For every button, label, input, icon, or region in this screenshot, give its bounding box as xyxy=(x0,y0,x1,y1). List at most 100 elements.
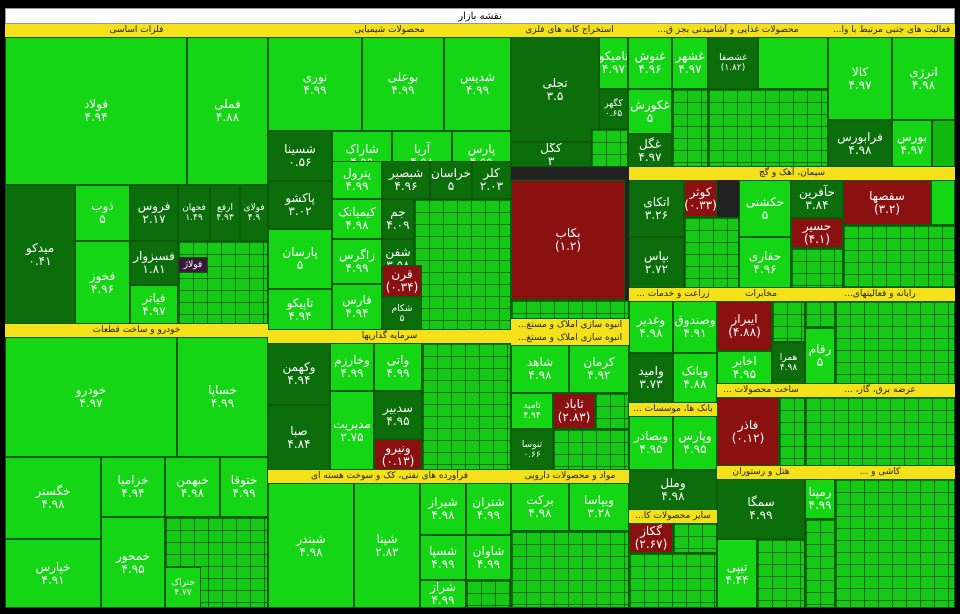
tile-grid-cement[interactable] xyxy=(684,217,739,288)
tile-modir[interactable]: مدیریت ۲.۷۵ xyxy=(330,391,374,470)
sector-telecom[interactable]: مخابرات ایبراز (۴.۸۸) اخابر ۴.۹۵ همرا ۴.۹۸ xyxy=(717,288,805,384)
sector-misc-bottom[interactable] xyxy=(629,608,955,614)
tile-sfaha[interactable]: سفصها (۳.۲) xyxy=(843,180,931,225)
tile-tajli[interactable]: تجلی ۳.۵ xyxy=(511,37,599,142)
tile-khodro[interactable]: خودرو ۴.۹۷ xyxy=(5,337,177,457)
tile-grid-rubber[interactable] xyxy=(629,553,717,608)
tile-grid-multi2[interactable] xyxy=(553,429,629,470)
tile-grid-ref[interactable] xyxy=(466,580,511,608)
tile-khsapa[interactable]: خساپا ۴.۹۹ xyxy=(177,337,268,457)
sector-tech[interactable]: رایانه و فعالیتهای... رقام ۵ xyxy=(805,288,955,384)
tile-semga[interactable]: سمگا ۴.۹۹ xyxy=(717,479,805,539)
tile-ghsh[interactable]: غشصفا (۱.۸۲) xyxy=(708,37,758,89)
tile-tapiko[interactable]: تاپیکو ۴.۹۴ xyxy=(268,289,332,330)
tile-reeta[interactable]: تیپی ۴.۴۴ xyxy=(717,539,757,608)
tile-vameed[interactable]: وامید ۳.۷۳ xyxy=(629,353,673,403)
tile-kvaz[interactable]: وملل ۴.۹۸ xyxy=(629,470,717,510)
tile-kgohar[interactable]: کگهر ۰.۶۵ xyxy=(599,89,628,129)
tile-hafarin[interactable]: حآفرین ۳.۸۴ xyxy=(791,180,843,218)
tile-ghadir[interactable]: وغدیر ۴.۹۸ xyxy=(629,301,673,353)
tile-grid-rubber2[interactable] xyxy=(673,523,717,553)
sector-bank[interactable]: زراعت و خدمات ... وغدیر ۴.۹۸ وصندوق ۴.۹۱ و… xyxy=(629,288,717,403)
tile-boors[interactable]: بورس ۴.۹۷ xyxy=(892,120,932,167)
sector-oil[interactable]: استخراج کانه های فلزی تجلی ۳.۵ تامیکو ۴.۹۷… xyxy=(511,24,628,167)
tile-ghshahr[interactable]: غشهر ۴.۹۷ xyxy=(672,37,708,89)
tile-grid-kashi2[interactable] xyxy=(805,519,835,608)
tile-shtran[interactable]: شتران ۴.۹۹ xyxy=(466,483,511,535)
tile-grid-food2[interactable] xyxy=(672,89,708,167)
tile-grid-metals[interactable] xyxy=(178,241,268,324)
tile-kgol[interactable]: کگل ۳ xyxy=(511,142,591,167)
sector-cement[interactable]: سیمان، آهک و گچ اتکای ۳.۲۶ کوثر (۰.۳۳) حکش… xyxy=(629,167,955,288)
tile-kimiatek[interactable]: کیمیاتک ۴.۹۸ xyxy=(332,199,382,239)
tile-enerji[interactable]: انرژی ۴.۹۸ xyxy=(892,37,955,120)
tile-kerman[interactable]: کرمان ۴.۹۲ xyxy=(569,345,629,393)
sector-multi2[interactable]: انبوه سازی املاک و مستغ... شاهد ۴.۹۸ کرما… xyxy=(511,332,629,470)
tile-boali[interactable]: بوعلی ۴.۹۹ xyxy=(362,37,444,131)
sector-multi[interactable]: انبوه سازی املاک و مستغ... بکاب (۱.۲) xyxy=(511,167,629,332)
tile-faraz[interactable]: فاذر (۰.۱۲) xyxy=(717,397,779,466)
tile-grid-food[interactable] xyxy=(708,89,828,167)
tile-grid-telecom[interactable] xyxy=(772,301,805,342)
tile-shsina[interactable]: شسینا ۰.۵۶ xyxy=(268,131,332,181)
tile-sandogh[interactable]: وصندوق ۴.۹۱ xyxy=(673,301,717,353)
tile-vnirou[interactable]: ونیرو (۰.۱۳) xyxy=(374,439,422,470)
tile-grid-hotel[interactable] xyxy=(757,539,805,608)
sector-food[interactable]: محصولات غذایی و آشامیدنی بجز ق... غنوش ۴.… xyxy=(628,24,828,167)
tile-vbsadr[interactable]: وبصادر ۴.۹۵ xyxy=(629,416,673,470)
tile-grid-elec[interactable] xyxy=(779,397,805,466)
tile-cement-edge[interactable] xyxy=(931,180,955,225)
tile-shraz[interactable]: شراز ۴.۹۹ xyxy=(420,580,466,608)
tile-kala[interactable]: کالا ۴.۹۷ xyxy=(828,37,892,120)
sector-kashi[interactable]: کاشی و ... رمپنا ۴.۹۹ xyxy=(805,466,955,608)
tile-grid-cement2[interactable] xyxy=(791,248,843,288)
tile-grid-pharma[interactable] xyxy=(511,531,629,608)
tile-ghnosh[interactable]: غنوش ۴.۹۶ xyxy=(628,37,672,89)
tile-ataki[interactable]: اتکای ۳.۲۶ xyxy=(629,180,684,237)
tile-grid-auto[interactable] xyxy=(165,517,268,608)
tile-petrol[interactable]: پترول ۴.۹۹ xyxy=(332,161,382,199)
tile-hesir[interactable]: حسیر (۴.۱) xyxy=(791,218,843,248)
sector-elec2[interactable]: عرضه برق، گاز، ... xyxy=(805,384,955,466)
tile-yakab[interactable]: بکاب (۱.۲) xyxy=(511,180,625,300)
tile-fars[interactable]: فارس ۴.۹۴ xyxy=(332,284,382,330)
tile-kosar[interactable]: کوثر (۰.۳۳) xyxy=(684,180,717,217)
tile-vghadir[interactable]: وکهمن ۴.۹۴ xyxy=(268,343,330,405)
tile-shiraz[interactable]: شیراز ۴.۹۸ xyxy=(420,483,466,535)
sector-elec[interactable]: ساخت محصولات ... فاذر (۰.۱۲) xyxy=(717,384,805,466)
tile-grid-oil[interactable] xyxy=(591,129,628,167)
tile-jam[interactable]: جم ۴.۰۹ xyxy=(382,199,414,239)
tile-foolaj[interactable]: فولاژ xyxy=(178,257,208,273)
tile-barket[interactable]: برکت ۴.۹۸ xyxy=(511,483,569,531)
tile-ghkorosh[interactable]: غکورش ۵ xyxy=(628,89,672,134)
tile-shdis[interactable]: شدیس ۴.۹۹ xyxy=(444,37,511,131)
tile-grid-elec2[interactable] xyxy=(805,397,955,466)
tile-tnoosa[interactable]: تنوسا ۰.۶۶ xyxy=(511,429,553,470)
tile-sadbir[interactable]: سدبیر ۴.۹۵ xyxy=(374,391,422,439)
tile-ghgol[interactable]: غگل ۴.۹۷ xyxy=(628,134,672,167)
tile-grid-multi[interactable] xyxy=(511,300,629,319)
tile-nouri[interactable]: نوری ۴.۹۹ xyxy=(268,37,362,131)
tile-shbandar2[interactable]: شبندر ۴.۹۸ xyxy=(268,483,354,608)
tile-hakshti[interactable]: حکشتی ۵ xyxy=(739,180,791,237)
sector-hotel[interactable]: هتل و رستوران سمگا ۴.۹۹ تیپی ۴.۴۴ xyxy=(717,466,805,608)
tile-sebah[interactable]: صبا ۴.۸۴ xyxy=(268,405,330,470)
tile-akhaber[interactable]: اخابر ۴.۹۵ xyxy=(717,351,772,384)
tile-shavan[interactable]: شاوان ۴.۹۹ xyxy=(466,535,511,580)
tile-bias[interactable]: بپاس ۲.۷۲ xyxy=(629,237,684,288)
tile-grid-tech2[interactable] xyxy=(805,301,835,328)
tile-ramina[interactable]: رمپنا ۴.۹۹ xyxy=(805,479,835,519)
tile-fameli[interactable]: فملی ۴.۸۸ xyxy=(187,37,268,185)
tile-zob[interactable]: ذوب ۵ xyxy=(75,185,130,241)
sector-refinery[interactable]: فرآورده های نفتی، کک و سوخت هسته ای شبند… xyxy=(268,470,511,608)
tile-qeran[interactable]: قرن (۰.۳۴) xyxy=(382,265,422,297)
tile-foros[interactable]: فروس ۲.۱۷ xyxy=(130,185,178,241)
tile-fiatar[interactable]: فیاتر ۴.۹۷ xyxy=(130,285,178,324)
tile-hafari[interactable]: حفاری ۴.۹۶ xyxy=(739,237,791,288)
tile-shsita[interactable]: شسپا ۴.۹۹ xyxy=(420,535,466,580)
tile-gelkaz[interactable]: گکاز (۲.۶۷) xyxy=(629,523,673,553)
tile-shahd[interactable]: شاهد ۴.۹۸ xyxy=(511,345,569,393)
tile-shkam[interactable]: شکام ۵ xyxy=(382,297,422,330)
tile-zagros[interactable]: زاگرس ۴.۹۹ xyxy=(332,239,382,284)
tile-khgostar[interactable]: خگستر ۴.۹۸ xyxy=(5,457,101,539)
